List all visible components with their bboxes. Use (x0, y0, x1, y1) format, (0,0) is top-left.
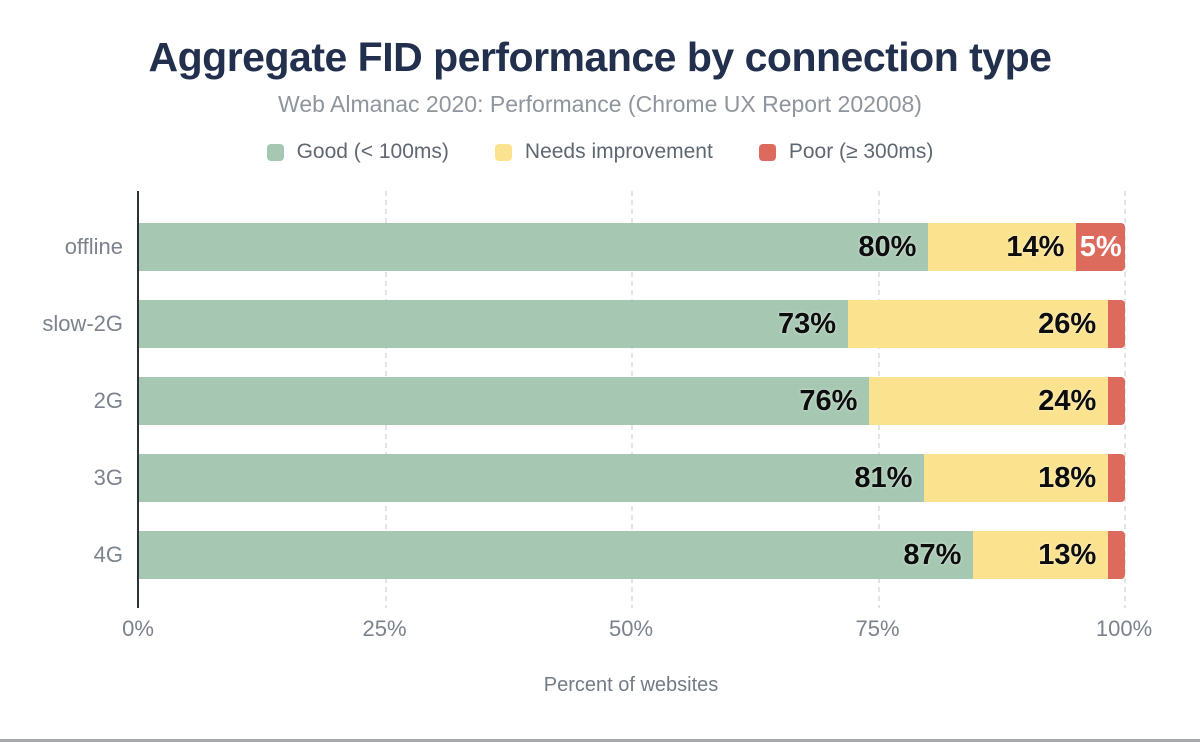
bar-offline: 80% 14% 5% (139, 223, 1125, 271)
bar-segment-2G-series1: 24% (869, 377, 1109, 425)
legend-swatch-icon (494, 143, 512, 161)
segment-value-label: 5% (1079, 230, 1122, 263)
category-label-4G: 4G (93, 542, 123, 567)
legend-label: Needs improvement (524, 140, 713, 163)
bar-segment-slow-2G-series1: 26% (847, 300, 1109, 348)
x-tick-75%: 75% (855, 616, 900, 641)
bar-2G: 76% 24% (139, 377, 1125, 425)
segment-value-label: 26% (1038, 307, 1097, 340)
bar-segment-4G-series2 (1108, 531, 1125, 579)
legend-item-0: Good (< 100ms) (266, 140, 449, 164)
bar-segment-3G-series2 (1108, 454, 1125, 502)
bar-segment-3G-series1: 18% (924, 454, 1109, 502)
legend-label: Good (< 100ms) (296, 140, 449, 163)
x-tick-0%: 0% (122, 616, 154, 641)
bar-segment-4G-series0: 87% (139, 531, 974, 579)
category-label-offline: offline (64, 234, 123, 259)
bar-segment-offline-series1: 14% (928, 223, 1077, 271)
gridline-100% (1124, 191, 1126, 608)
bar-segment-offline-series2: 5% (1076, 223, 1125, 271)
segment-value-label: 13% (1038, 538, 1097, 571)
legend-item-1: Needs improvement (494, 140, 713, 164)
chart-title: Aggregate FID performance by connection … (148, 34, 1052, 80)
segment-value-label: 73% (777, 307, 836, 340)
bar-segment-slow-2G-series2 (1108, 300, 1125, 348)
category-label-2G: 2G (93, 388, 123, 413)
segment-value-label: 18% (1038, 461, 1097, 494)
segment-value-label: 14% (1006, 230, 1065, 263)
category-label-slow-2G: slow-2G (42, 311, 123, 336)
bar-4G: 87% 13% (139, 531, 1125, 579)
segment-value-label: 80% (858, 230, 917, 263)
bar-segment-2G-series0: 76% (139, 377, 870, 425)
x-tick-50%: 50% (608, 616, 654, 641)
bar-slow-2G: 73% 26% (139, 300, 1125, 348)
x-axis-title: Percent of websites (543, 674, 719, 696)
segment-value-label: 76% (799, 384, 858, 417)
legend-swatch-icon (266, 143, 284, 161)
bar-segment-4G-series1: 13% (973, 531, 1109, 579)
bar-segment-2G-series2 (1108, 377, 1125, 425)
bar-segment-3G-series0: 81% (139, 454, 925, 502)
chart-subtitle: Web Almanac 2020: Performance (Chrome UX… (278, 91, 922, 117)
bar-segment-slow-2G-series0: 73% (139, 300, 848, 348)
bar-3G: 81% 18% (139, 454, 1125, 502)
legend: Good (< 100ms) Needs improvement Poor (≥ 3… (0, 139, 1200, 165)
x-tick-25%: 25% (362, 616, 407, 641)
chart-area: offline slow-2G 2G 3G 4G 80% 14% 5% 73% 26% 76% 24… (0, 191, 1200, 608)
segment-value-label: 24% (1038, 384, 1097, 417)
bar-segment-offline-series0: 80% (139, 223, 929, 271)
x-axis-ticks: 0% 25% 50% 75% 100% (122, 616, 1152, 642)
segment-value-label: 81% (854, 461, 913, 494)
legend-swatch-icon (758, 143, 776, 161)
legend-item-2: Poor (≥ 300ms) (758, 140, 934, 164)
legend-label: Poor (≥ 300ms) (788, 140, 934, 163)
y-axis-labels: offline slow-2G 2G 3G 4G (0, 191, 137, 608)
category-label-3G: 3G (93, 465, 123, 490)
plot-area: 80% 14% 5% 73% 26% 76% 24% 81% 18% 87% 13% (137, 191, 1126, 608)
segment-value-label: 87% (903, 538, 962, 571)
x-tick-100%: 100% (1095, 616, 1153, 641)
